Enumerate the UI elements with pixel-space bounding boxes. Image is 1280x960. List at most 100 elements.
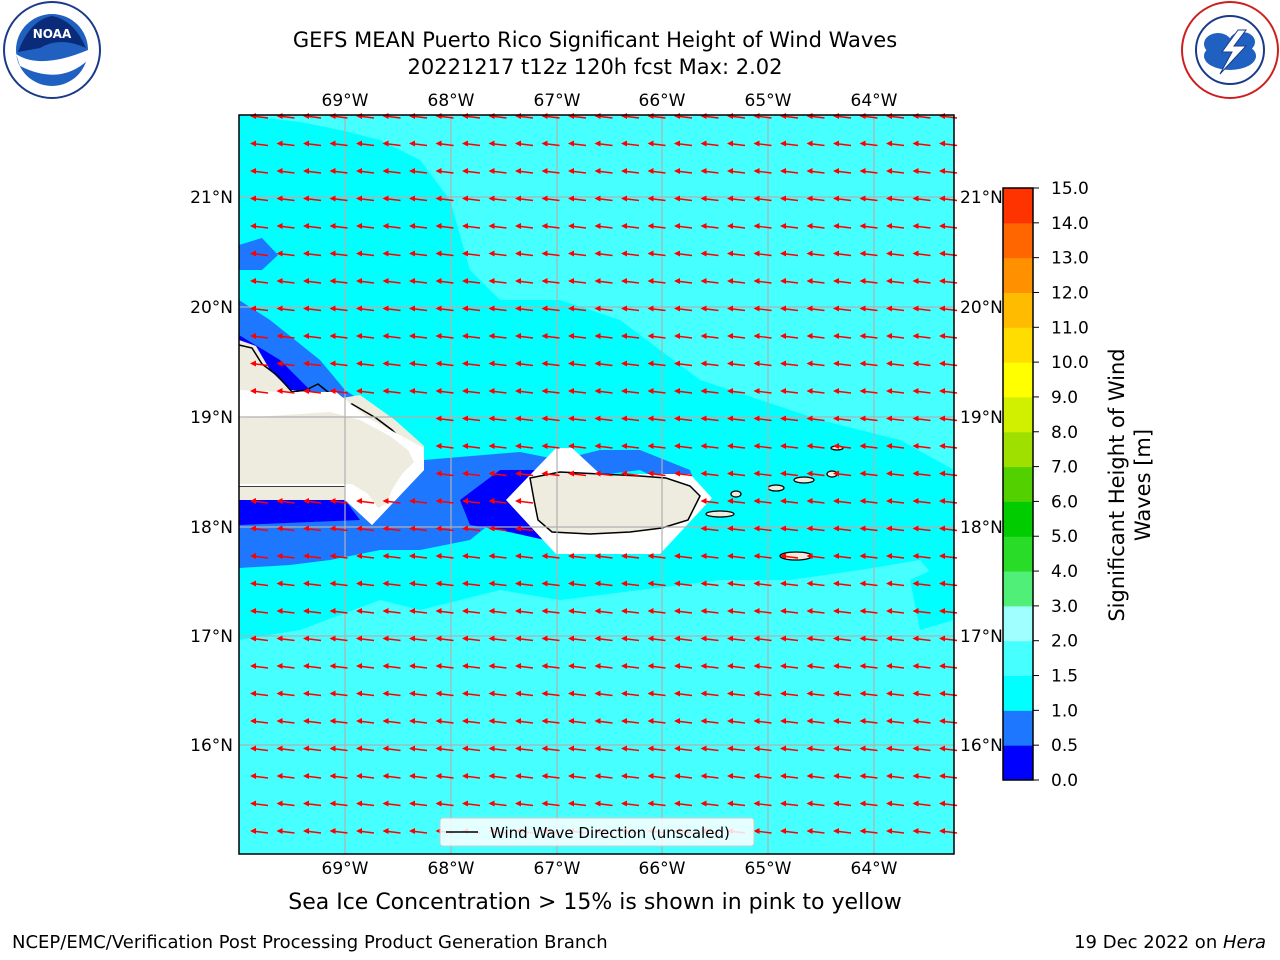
lon-tick-label-bottom: 65°W (745, 859, 792, 879)
wave-arrow (700, 690, 719, 697)
wave-arrow (912, 525, 931, 532)
colorbar-tick-label: 12.0 (1051, 283, 1089, 303)
wave-arrow (409, 333, 428, 339)
wave-arrow (912, 828, 931, 834)
wave-arrow (329, 223, 348, 229)
wave-arrow (833, 223, 852, 229)
wave-arrow (435, 140, 454, 147)
wave-arrow (912, 223, 931, 229)
wave-arrow (621, 745, 640, 752)
wave-arrow (780, 553, 799, 559)
wave-arrow (329, 773, 348, 779)
wave-arrow (462, 745, 481, 752)
wave-arrow (568, 608, 587, 614)
colorbar-segment (1003, 571, 1033, 607)
wave-arrow (515, 360, 534, 367)
wave-arrow (435, 773, 454, 779)
wave-arrow (621, 195, 640, 202)
wave-arrow (303, 690, 322, 697)
wave-arrow (541, 250, 560, 257)
wave-arrow (674, 223, 693, 229)
wave-direction-legend: Wind Wave Direction (unscaled) (439, 817, 755, 847)
wave-arrow (700, 745, 719, 752)
colorbar-tick-label: 6.0 (1051, 492, 1078, 512)
wave-arrow (462, 360, 481, 367)
colorbar-segment (1003, 292, 1033, 328)
wave-arrow (886, 663, 905, 669)
wave-arrow (806, 443, 825, 449)
wave-arrow (409, 278, 428, 284)
wave-arrow (647, 773, 666, 779)
lat-tick-label-left: 17°N (190, 627, 233, 647)
wave-arrow (541, 718, 560, 724)
wave-arrow (462, 195, 481, 202)
wave-arrow (647, 168, 666, 174)
wave-arrow (674, 635, 693, 642)
wave-arrow (488, 278, 507, 284)
wave-arrow (621, 580, 640, 587)
colorbar-label-line1: Significant Height of Wind (1105, 348, 1129, 621)
wave-arrow (462, 663, 481, 669)
wave-arrow (806, 525, 825, 532)
land-hispaniola-inner (239, 412, 414, 508)
wave-arrow (806, 580, 825, 587)
wave-arrow (780, 498, 799, 504)
wave-arrow (250, 195, 269, 202)
wave-arrow (700, 470, 719, 477)
wave-arrow (594, 443, 613, 449)
wave-arrow (674, 333, 693, 339)
wave-arrow (594, 580, 613, 587)
wave-arrow (806, 278, 825, 284)
wave-arrow (488, 773, 507, 779)
wave-arrow (859, 443, 878, 449)
wave-arrow (462, 553, 481, 559)
wave-arrow (250, 553, 269, 559)
wave-arrow (886, 635, 905, 642)
wave-arrow (727, 223, 746, 229)
wave-arrow (727, 525, 746, 532)
wave-arrow (594, 718, 613, 724)
wave-arrow (435, 388, 454, 394)
wave-arrow (568, 250, 587, 257)
wave-arrow (515, 525, 534, 532)
wave-arrow (806, 360, 825, 367)
wave-arrow (515, 140, 534, 147)
wave-arrow (488, 443, 507, 449)
wave-arrow (647, 388, 666, 394)
wave-arrow (356, 800, 375, 807)
wave-arrow (753, 498, 772, 504)
wave-arrow (833, 140, 852, 147)
wave-arrow (753, 278, 772, 284)
wave-arrow (435, 718, 454, 724)
wave-arrow (382, 608, 401, 614)
wave-arrow (435, 800, 454, 807)
wave-arrow (833, 580, 852, 587)
lon-tick-label-bottom: 69°W (322, 859, 369, 879)
wave-arrow (462, 608, 481, 614)
wave-arrow (886, 580, 905, 587)
wave-arrow (753, 608, 772, 614)
wave-arrow (594, 278, 613, 284)
wave-arrow (541, 443, 560, 449)
wave-arrow (700, 278, 719, 284)
wave-arrow (276, 278, 295, 284)
noaa-logo-icon: NOAA (3, 1, 101, 99)
colorbar-segment (1003, 362, 1033, 398)
wave-arrow (859, 388, 878, 394)
wave-arrow (329, 663, 348, 669)
wave-arrow (674, 553, 693, 559)
wave-arrow (568, 553, 587, 559)
wave-arrow (833, 718, 852, 724)
wave-arrow (462, 168, 481, 174)
wave-arrow (700, 608, 719, 614)
wave-arrow (409, 360, 428, 367)
wave-band-0-north (239, 335, 320, 400)
wave-arrow (488, 800, 507, 807)
lon-tick-label-bottom: 64°W (851, 859, 898, 879)
wave-arrow (329, 360, 348, 367)
wave-arrow (409, 580, 428, 587)
wave-arrow (276, 305, 295, 312)
wave-arrow (303, 140, 322, 147)
wave-arrow (382, 388, 401, 394)
wave-arrow (780, 305, 799, 312)
